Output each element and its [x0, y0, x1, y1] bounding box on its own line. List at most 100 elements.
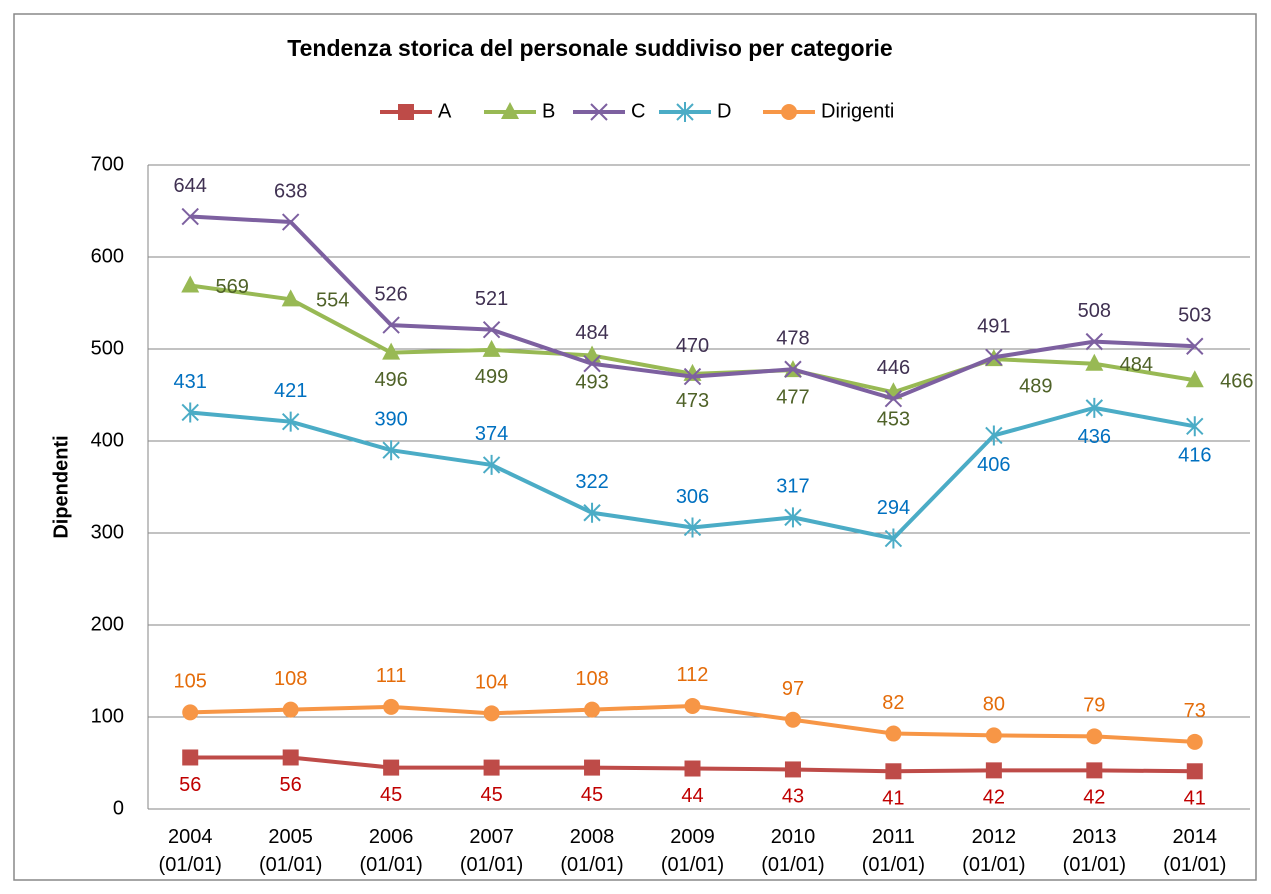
- legend-label: B: [542, 100, 555, 122]
- data-label: 41: [1184, 788, 1206, 810]
- x-tick-label-line: 2014: [1173, 826, 1218, 848]
- marker: [985, 425, 1003, 446]
- data-label: 317: [776, 476, 809, 498]
- marker: [584, 759, 601, 776]
- data-label: 56: [179, 774, 201, 796]
- y-tick-label: 700: [91, 153, 124, 175]
- data-label: 491: [977, 316, 1010, 338]
- marker: [1186, 763, 1203, 780]
- x-tick-label-line: 2005: [268, 826, 313, 848]
- marker: [1085, 332, 1104, 351]
- data-label: 80: [983, 694, 1005, 716]
- x-tick-label: 2009 (01/01): [661, 826, 724, 876]
- series: [182, 697, 1203, 750]
- marker: [884, 528, 903, 549]
- x-tick-label-line: 2011: [872, 826, 915, 848]
- marker: [382, 342, 401, 360]
- marker: [282, 749, 299, 766]
- marker: [1085, 353, 1104, 371]
- marker: [781, 104, 797, 120]
- marker: [683, 517, 702, 538]
- data-label: 466: [1220, 371, 1253, 393]
- data-label: 390: [374, 408, 407, 430]
- marker: [182, 749, 199, 766]
- marker: [985, 762, 1002, 779]
- legend-label: D: [717, 100, 731, 122]
- x-tick-label: 2008 (01/01): [560, 826, 623, 876]
- data-label: 44: [681, 785, 703, 807]
- data-label: 374: [475, 423, 508, 445]
- data-label: 322: [575, 471, 608, 493]
- y-tick-label: 600: [91, 245, 124, 267]
- data-label: 638: [274, 180, 307, 202]
- marker: [583, 502, 601, 523]
- chart-frame: [13, 13, 1257, 881]
- data-label: 112: [677, 664, 709, 686]
- y-tick-label: 500: [91, 337, 124, 359]
- marker: [398, 104, 414, 120]
- x-tick-label-line: (01/01): [460, 854, 523, 876]
- data-label: 108: [575, 668, 608, 690]
- legend-label: A: [438, 100, 452, 122]
- legend-label: C: [631, 100, 645, 122]
- marker: [483, 759, 500, 776]
- x-tick-label: 2004 (01/01): [159, 826, 222, 876]
- data-label: 79: [1083, 695, 1105, 717]
- data-label: 97: [782, 678, 804, 700]
- marker: [281, 289, 300, 307]
- legend-label: Dirigenti: [821, 100, 894, 122]
- y-axis-label: Dipendenti: [50, 435, 72, 538]
- x-tick-label-line: 2004: [168, 826, 213, 848]
- marker: [985, 348, 1003, 366]
- marker: [382, 316, 400, 334]
- series: [182, 749, 1203, 780]
- x-tick-label: 2007 (01/01): [460, 826, 523, 876]
- chart-title: Tendenza storica del personale suddiviso…: [287, 35, 892, 61]
- data-label: 554: [316, 290, 349, 312]
- data-label: 473: [676, 390, 709, 412]
- data-label: 42: [983, 787, 1005, 809]
- data-label: 104: [475, 672, 508, 694]
- data-label: 73: [1184, 700, 1206, 722]
- data-label: 503: [1178, 305, 1211, 327]
- data-label: 489: [1019, 375, 1052, 397]
- marker: [181, 275, 200, 293]
- data-label: 45: [480, 784, 502, 806]
- marker: [1186, 416, 1204, 437]
- marker: [182, 704, 199, 721]
- marker: [985, 727, 1002, 744]
- marker: [382, 440, 400, 461]
- data-label: 294: [877, 497, 910, 519]
- data-label: 526: [374, 283, 407, 305]
- marker: [181, 207, 199, 226]
- data-label: 569: [216, 276, 249, 298]
- y-tick-label: 400: [91, 429, 124, 451]
- x-tick-label-line: (01/01): [259, 854, 322, 876]
- marker: [281, 411, 300, 432]
- data-label: 493: [575, 372, 608, 394]
- x-tick-label: 2014 (01/01): [1163, 826, 1226, 876]
- x-tick-label: 2012 (01/01): [962, 826, 1025, 876]
- x-tick-label-line: (01/01): [560, 854, 623, 876]
- marker: [590, 103, 608, 121]
- marker: [1186, 337, 1204, 355]
- data-label: 496: [374, 369, 407, 391]
- data-label: 521: [475, 288, 508, 310]
- data-label: 478: [776, 328, 809, 350]
- marker: [181, 402, 199, 423]
- marker: [383, 698, 400, 715]
- marker: [482, 339, 501, 357]
- data-label: 477: [776, 386, 809, 408]
- marker: [1086, 762, 1103, 779]
- x-tick-label-line: (01/01): [962, 854, 1025, 876]
- marker: [676, 102, 694, 122]
- data-label: 470: [676, 335, 709, 357]
- marker: [784, 360, 802, 378]
- data-label: 45: [581, 784, 603, 806]
- data-label: 111: [376, 665, 406, 687]
- marker: [282, 701, 299, 718]
- data-label: 43: [782, 786, 804, 808]
- data-label: 644: [174, 175, 207, 197]
- data-label: 82: [882, 692, 904, 714]
